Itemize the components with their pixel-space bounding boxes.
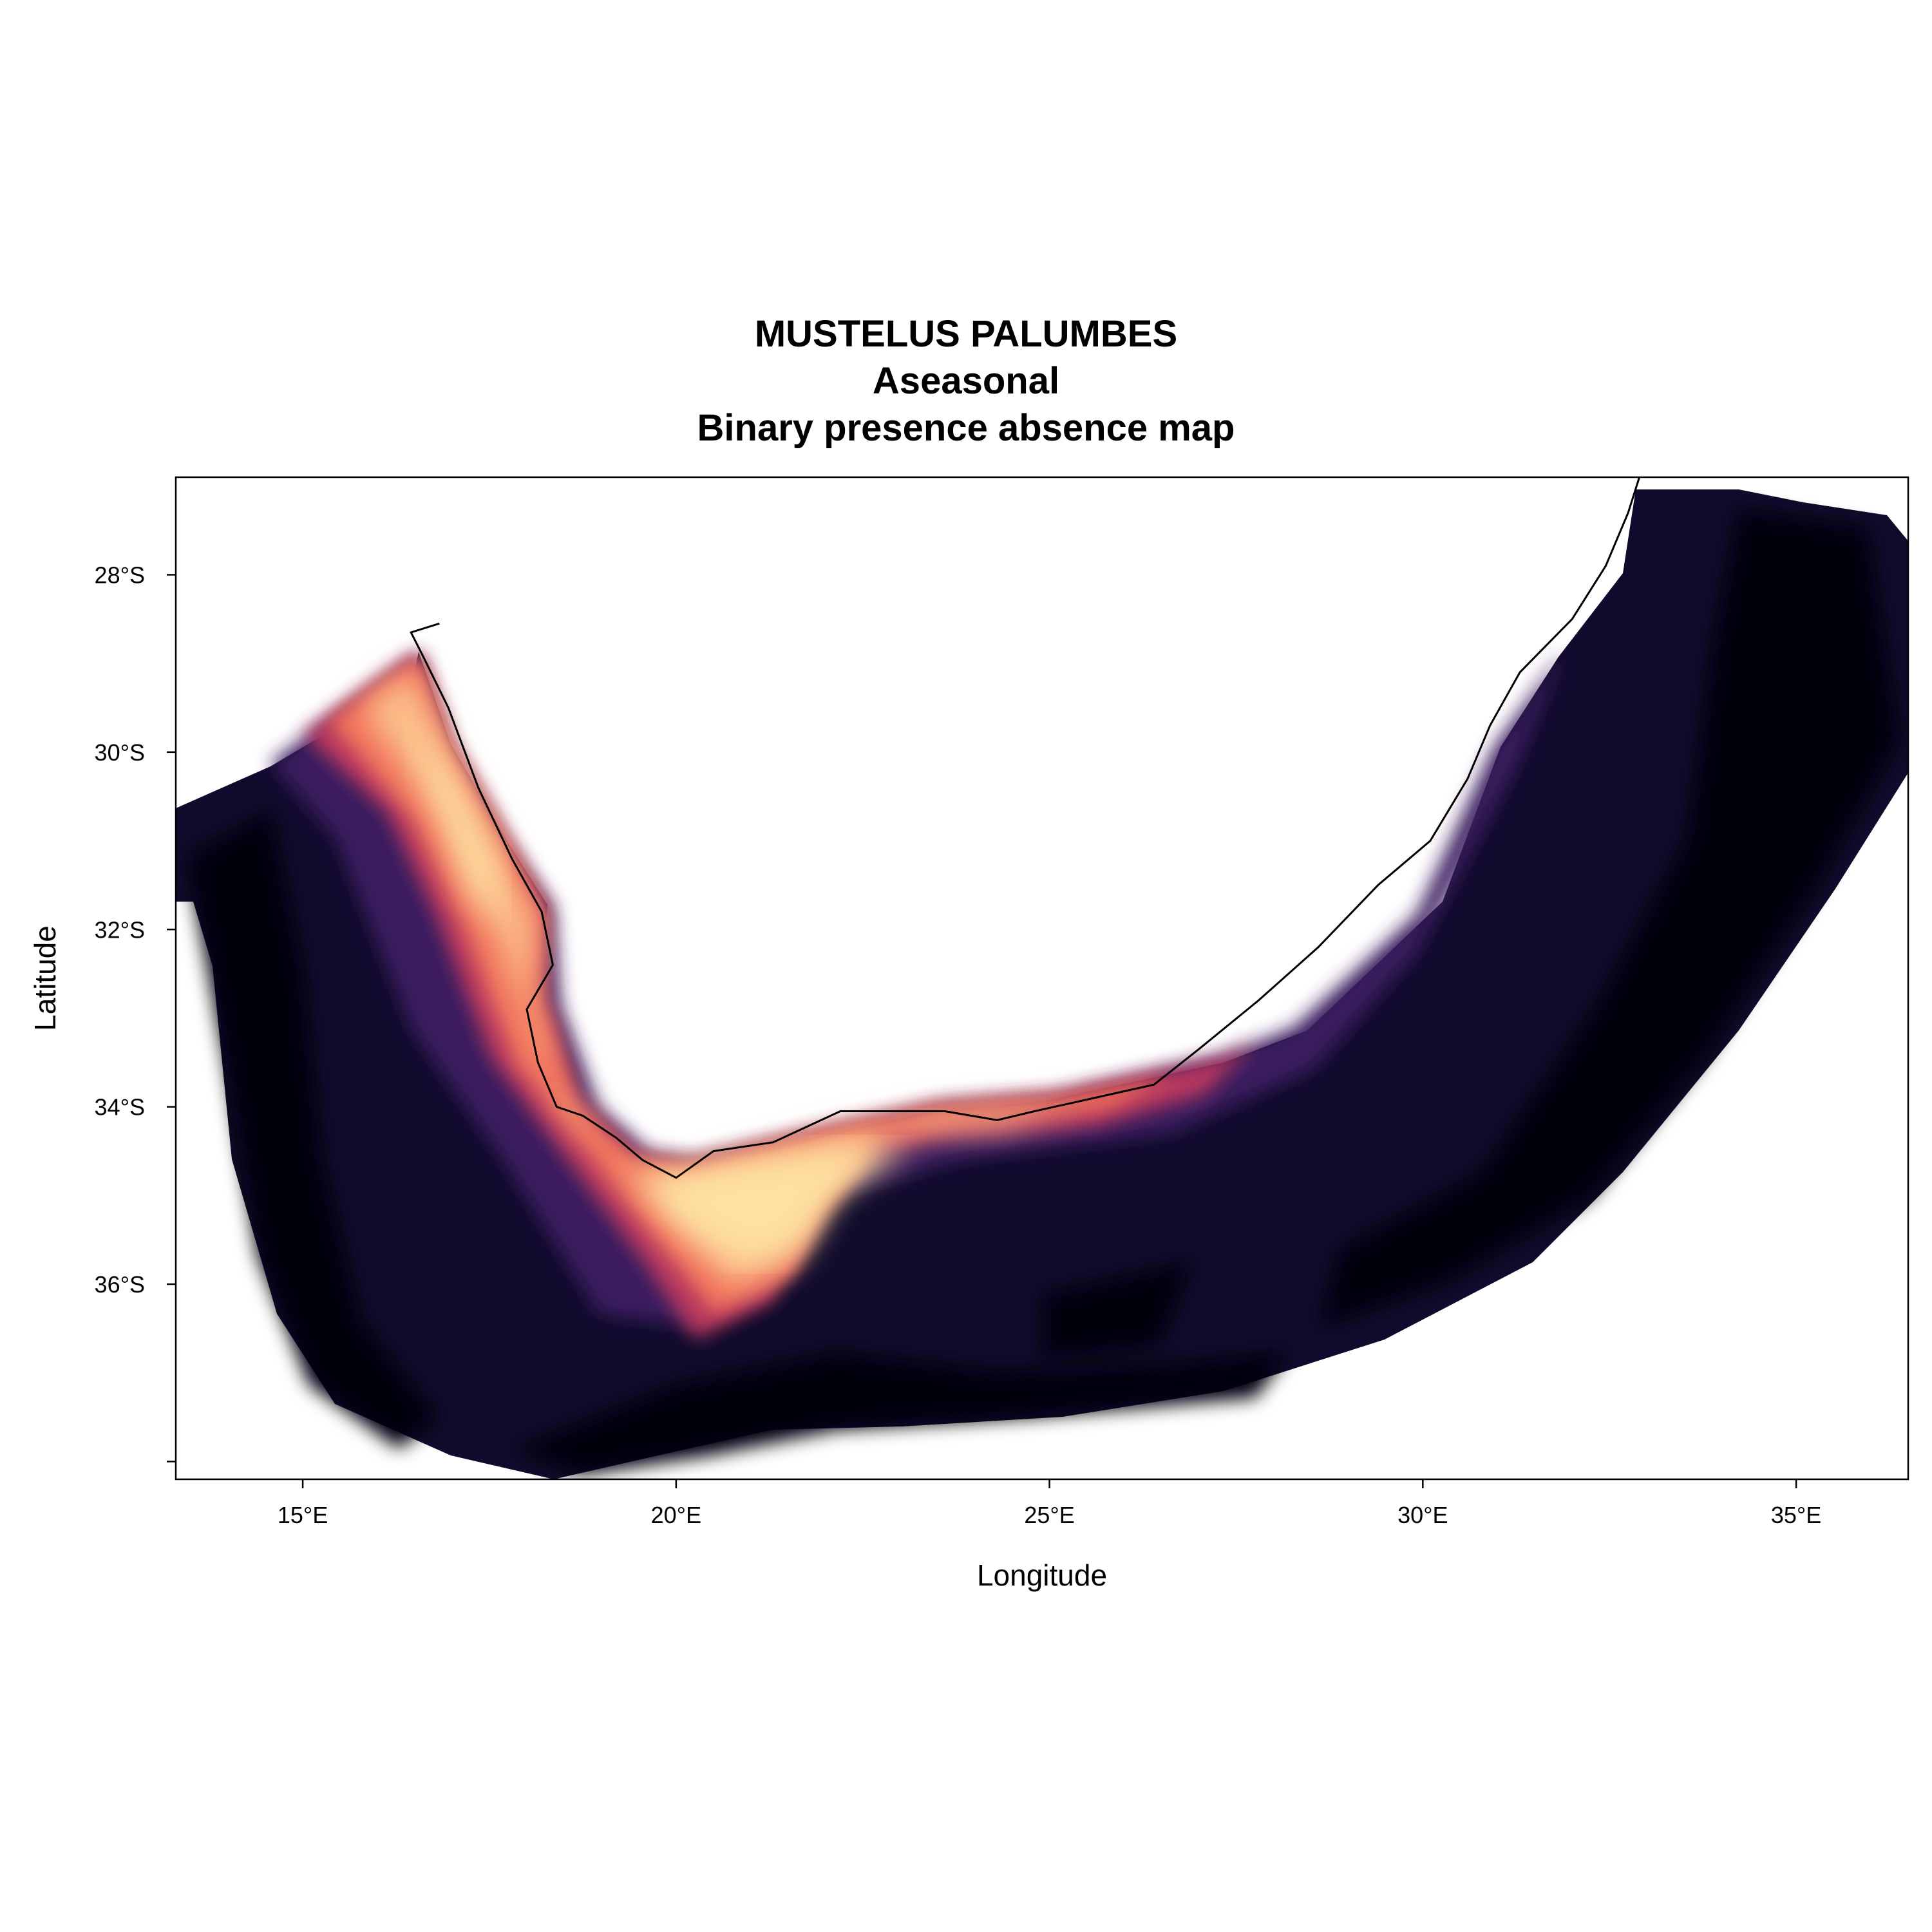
x-tick-label: 25°E	[1024, 1502, 1074, 1528]
y-tick-label: 36°S	[95, 1271, 145, 1298]
y-tick-label: 30°S	[95, 739, 145, 766]
namaqua-bank	[412, 708, 502, 927]
x-tick-label: 30°E	[1397, 1502, 1448, 1528]
plot-frame	[175, 476, 1909, 1481]
title-season: Aseasonal	[872, 360, 1060, 402]
x-tick-label: 20°E	[651, 1502, 701, 1528]
y-tick-label: 34°S	[95, 1094, 145, 1121]
y-axis: 28°S 30°S 32°S 34°S 36°S	[95, 562, 176, 1463]
y-tick-label: 32°S	[95, 916, 145, 943]
x-tick-label: 35°E	[1771, 1502, 1821, 1528]
map-title: MUSTELUS PALUMBES Aseasonal Binary prese…	[0, 310, 1932, 451]
agulhas-bank	[644, 1146, 914, 1262]
title-map-type: Binary presence absence map	[697, 407, 1235, 449]
x-axis: 15°E 20°E 25°E 30°E 35°E	[278, 1479, 1821, 1528]
x-tick-label: 15°E	[278, 1502, 328, 1528]
y-tick-label: 28°S	[95, 562, 145, 588]
x-axis-title: Longitude	[977, 1558, 1107, 1592]
near-shore	[361, 670, 1095, 1288]
y-axis-title: Latitude	[28, 925, 62, 1031]
deep-ocean-patches	[187, 509, 1900, 1475]
coastline	[410, 477, 1641, 1179]
raster-layer	[176, 489, 1908, 1479]
title-species: MUSTELUS PALUMBES	[754, 313, 1178, 355]
